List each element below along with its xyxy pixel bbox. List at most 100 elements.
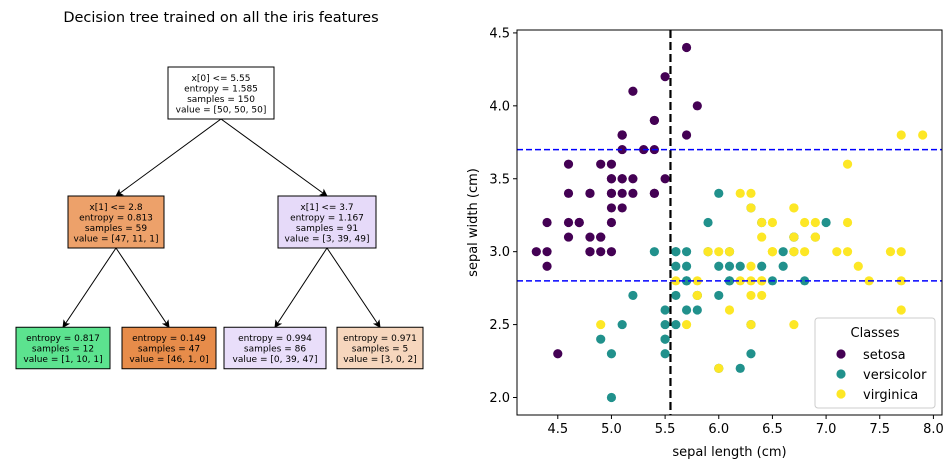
tree-node-line: entropy = 0.813 [79,213,153,223]
point-versicolor [714,290,724,301]
y-axis-ticks: 2.0 2.5 3.0 3.5 4.0 4.5 [489,26,517,406]
point-setosa [617,144,627,155]
tree-edge [220,118,328,197]
point-virginica [714,247,724,257]
tree-node-line: samples = 150 [187,95,255,105]
tree-node-line: value = [3, 0, 2] [343,355,417,365]
point-virginica [681,319,692,330]
point-setosa [585,188,595,198]
threshold-lines [517,30,942,415]
legend-marker-versicolor [836,369,846,379]
point-versicolor [724,261,735,271]
point-setosa [542,261,552,271]
point-setosa [692,101,702,111]
y-tick-label: 3.5 [489,172,510,187]
x-tick-label: 6.5 [762,422,783,437]
tree-node-line: value = [46, 1, 0] [129,355,208,365]
point-virginica [832,247,842,257]
point-versicolor [681,305,692,315]
legend-label-virginica: virginica [863,388,918,403]
tree-node-line: entropy = 1.585 [184,84,258,94]
point-virginica [896,247,906,257]
tree-title: Decision tree trained on all the iris fe… [63,10,378,26]
point-virginica [810,232,820,242]
point-versicolor [681,247,692,257]
tree-node-line: entropy = 0.994 [238,334,312,344]
point-setosa [649,115,659,126]
point-versicolor [800,276,810,286]
point-virginica [757,290,767,301]
point-setosa [649,188,659,198]
tree-edge [115,247,170,329]
point-setosa [681,130,692,140]
point-versicolor [735,363,745,373]
y-tick-label: 2.0 [489,391,510,406]
x-axis-ticks: 4.5 5.0 5.5 6.0 6.5 7.0 7.5 8.0 [547,415,944,437]
point-virginica [842,217,853,228]
point-virginica [757,217,767,228]
tree-node-line: samples = 91 [296,224,358,234]
tree-node-line: entropy = 0.149 [132,334,206,344]
point-virginica [810,217,820,228]
point-virginica [596,319,606,330]
point-setosa [531,247,541,257]
point-versicolor [660,349,670,359]
tree-edges [62,118,381,329]
point-setosa [553,349,563,359]
decision-tree-panel: Decision tree trained on all the iris fe… [15,10,424,370]
legend-label-setosa: setosa [863,348,906,363]
x-axis-label: sepal length (cm) [672,445,786,460]
point-setosa [596,159,606,169]
point-versicolor [681,276,692,286]
point-setosa [617,188,627,198]
point-setosa [563,232,574,242]
point-virginica [885,247,896,257]
point-virginica [746,319,756,330]
point-virginica [703,247,713,257]
point-virginica [842,247,853,257]
tree-node-line: x[1] <= 2.8 [89,203,142,213]
point-setosa [563,159,574,169]
point-virginica [918,130,928,140]
x-tick-label: 6.0 [708,422,729,437]
point-versicolor [821,217,831,228]
point-virginica [692,290,702,301]
plot-frame [516,29,943,416]
point-versicolor [596,334,606,344]
legend-items: setosa versicolor virginica [836,348,927,403]
point-virginica [789,319,799,330]
point-versicolor [617,319,627,330]
point-setosa [606,247,617,257]
point-versicolor [606,349,617,359]
tree-node-line: value = [1, 10, 1] [23,355,102,365]
legend-marker-setosa [836,349,846,359]
point-virginica [789,203,799,213]
x-tick-label: 7.5 [869,422,890,437]
point-setosa [628,86,638,96]
point-setosa [585,232,595,242]
point-versicolor [671,319,681,330]
point-virginica [842,159,853,169]
legend-label-versicolor: versicolor [863,368,927,383]
point-setosa [628,174,638,184]
point-setosa [681,42,692,53]
point-versicolor [671,290,681,301]
point-versicolor [746,349,756,359]
point-versicolor [714,261,724,271]
tree-node-box [121,326,217,370]
x-tick-label: 8.0 [923,422,944,437]
point-setosa [596,232,606,242]
series-versicolor [596,188,831,403]
point-virginica [724,247,735,257]
tree-node-line: samples = 47 [138,345,200,355]
tree-node-line: samples = 59 [85,224,147,234]
y-tick-label: 4.5 [489,26,510,41]
series-setosa [531,42,702,359]
